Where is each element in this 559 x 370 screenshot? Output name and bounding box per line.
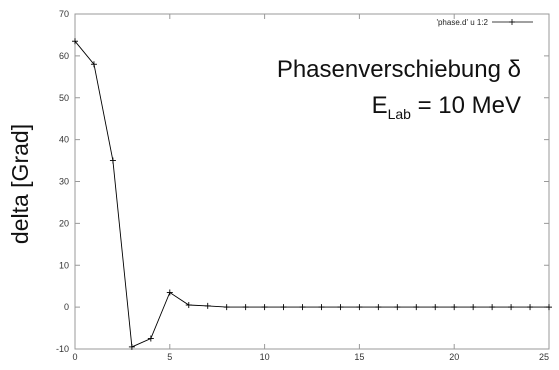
data-point xyxy=(451,304,458,311)
y-axis-label: delta [Grad] xyxy=(7,124,33,244)
annotation-energy-value: = 10 MeV xyxy=(411,92,521,119)
data-point xyxy=(166,289,173,296)
legend-label: 'phase.d' u 1:2 xyxy=(436,18,488,27)
x-tick-label: 10 xyxy=(260,352,270,362)
data-point xyxy=(242,304,249,311)
data-point xyxy=(394,304,401,311)
data-point xyxy=(375,304,382,311)
data-point xyxy=(261,304,268,311)
y-tick-label: -10 xyxy=(56,344,69,354)
x-tick-label: 0 xyxy=(72,352,77,362)
x-tick-label: 15 xyxy=(354,352,364,362)
data-point xyxy=(223,304,230,311)
annotation-energy: ELab = 10 MeV xyxy=(372,92,521,122)
series-layer xyxy=(72,38,552,350)
data-point xyxy=(90,61,97,68)
data-point xyxy=(489,304,496,311)
legend: 'phase.d' u 1:2 xyxy=(436,18,533,27)
data-point xyxy=(546,304,552,311)
x-tick-label: 25 xyxy=(539,352,549,362)
series-line xyxy=(74,40,549,348)
data-point xyxy=(147,335,154,342)
data-point xyxy=(299,304,306,311)
y-tick-label: 0 xyxy=(64,302,69,312)
y-tick-label: 50 xyxy=(59,93,69,103)
data-point xyxy=(527,304,534,311)
y-tick-label: 30 xyxy=(59,177,69,187)
data-point xyxy=(356,304,363,311)
data-point xyxy=(413,304,420,311)
y-tick-label: 70 xyxy=(59,9,69,19)
data-point xyxy=(204,302,211,309)
y-tick-label: 40 xyxy=(59,135,69,145)
y-tick-label: 60 xyxy=(59,51,69,61)
y-tick-label: 10 xyxy=(59,260,69,270)
x-tick-label: 5 xyxy=(167,352,172,362)
annotation-energy-symbol: E xyxy=(372,92,388,119)
annotation-title: Phasenverschiebung δ xyxy=(277,56,521,83)
data-point xyxy=(280,304,287,311)
data-point xyxy=(508,304,515,311)
data-point xyxy=(337,304,344,311)
data-point xyxy=(185,302,192,309)
data-point xyxy=(109,157,116,164)
data-point xyxy=(72,38,78,45)
data-point xyxy=(432,304,439,311)
y-tick-label: 20 xyxy=(59,218,69,228)
data-point xyxy=(128,343,135,350)
x-tick-label: 20 xyxy=(449,352,459,362)
data-point xyxy=(470,304,477,311)
annotation-energy-subscript: Lab xyxy=(388,106,412,122)
data-point xyxy=(318,304,325,311)
